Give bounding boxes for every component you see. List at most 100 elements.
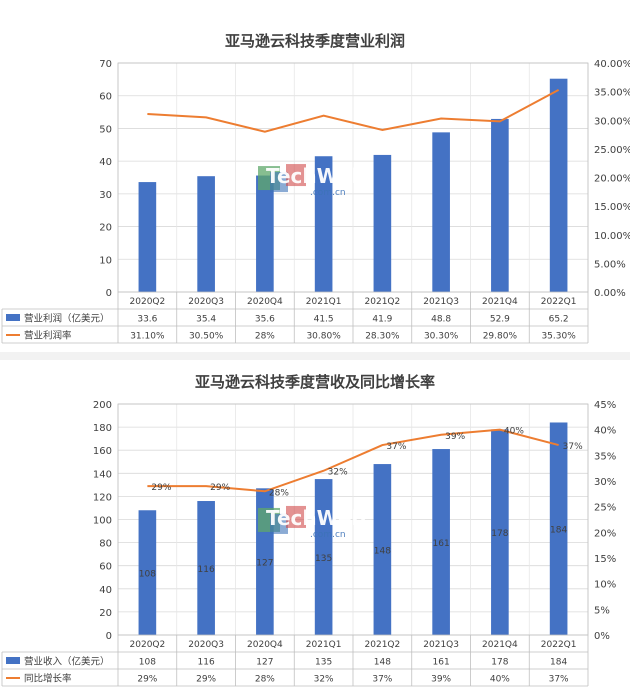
table-cell-value: 29%: [137, 675, 157, 685]
y2-tick-label: 0%: [594, 631, 610, 642]
x-category-label: 2020Q3: [188, 297, 224, 307]
y2-tick-label: 0.00%: [594, 288, 626, 299]
x-category-label: 2021Q3: [423, 640, 459, 650]
x-category-label: 2021Q3: [423, 297, 459, 307]
y2-tick-label: 30%: [594, 477, 616, 488]
watermark-brand: TechWeb: [266, 164, 366, 188]
y-tick-label: 100: [93, 516, 112, 527]
y-tick-label: 50: [99, 124, 112, 135]
y-tick-label: 0: [106, 631, 112, 642]
x-category-label: 2020Q4: [247, 640, 283, 650]
table-cell-value: 184: [550, 658, 567, 668]
table-cell-value: 108: [139, 658, 156, 668]
y-tick-label: 40: [99, 157, 112, 168]
y2-tick-label: 35.00%: [594, 88, 630, 99]
bar: [491, 118, 509, 292]
table-cell-value: 161: [433, 658, 450, 668]
chart-title: 亚马逊云科技季度营收及同比增长率: [195, 373, 435, 391]
table-cell-value: 30.80%: [306, 332, 341, 342]
y2-tick-label: 20%: [594, 528, 616, 539]
bar-value-label: 108: [139, 570, 156, 580]
y2-tick-label: 20.00%: [594, 174, 630, 185]
table-cell-value: 28%: [255, 332, 275, 342]
line-point-label: 39%: [445, 432, 465, 442]
bar-value-label: 161: [433, 539, 450, 549]
y-tick-label: 0: [106, 288, 112, 299]
watermark-domain: .com.cn: [310, 530, 346, 540]
y-tick-label: 10: [99, 255, 112, 266]
table-cell-value: 35.30%: [541, 332, 576, 342]
y-tick-label: 120: [93, 492, 112, 503]
x-category-label: 2021Q4: [482, 640, 518, 650]
table-cell-value: 135: [315, 658, 332, 668]
bar: [314, 156, 333, 292]
table-cell-value: 32%: [314, 675, 334, 685]
table-cell-value: 41.5: [314, 315, 334, 325]
table-cell-value: 48.8: [431, 315, 451, 325]
y-tick-label: 40: [99, 585, 112, 596]
y2-tick-label: 45%: [594, 400, 616, 411]
table-cell-value: 52.9: [490, 315, 510, 325]
bar: [373, 154, 392, 292]
table-cell-value: 35.6: [255, 315, 275, 325]
y-tick-label: 30: [99, 190, 112, 201]
table-cell-value: 41.9: [372, 315, 392, 325]
table-cell-value: 65.2: [549, 315, 569, 325]
line-point-label: 37%: [386, 442, 406, 452]
y-tick-label: 200: [93, 400, 112, 411]
x-category-label: 2020Q2: [130, 297, 166, 307]
y-tick-label: 160: [93, 446, 112, 457]
y2-tick-label: 15%: [594, 554, 616, 565]
watermark-domain: .com.cn: [310, 188, 346, 198]
bar: [138, 510, 157, 635]
table-cell-value: 148: [374, 658, 391, 668]
bar-value-label: 127: [256, 559, 273, 569]
line-point-label: 40%: [504, 427, 524, 437]
bar: [138, 182, 157, 292]
chart-title: 亚马逊云科技季度营业利润: [225, 32, 405, 50]
y-tick-label: 180: [93, 423, 112, 434]
bar-value-label: 148: [374, 547, 391, 557]
legend-series-name: 营业收入（亿美元）: [24, 656, 110, 668]
x-category-label: 2020Q2: [130, 640, 166, 650]
x-category-label: 2021Q1: [306, 640, 342, 650]
table-cell-value: 30.50%: [189, 332, 224, 342]
table-cell-value: 37%: [549, 675, 569, 685]
y-tick-label: 60: [99, 92, 112, 103]
x-category-label: 2020Q3: [188, 640, 224, 650]
y-tick-label: 20: [99, 223, 112, 234]
bar-value-label: 135: [315, 554, 332, 564]
y2-tick-label: 15.00%: [594, 202, 630, 213]
x-category-label: 2021Q1: [306, 297, 342, 307]
operating-profit-chart: 亚马逊云科技季度营业利润 0 10 20 30 40 50 60 70 0.00% 5.00% 10.…: [1, 32, 630, 344]
legend-series-name: 营业利润率: [24, 330, 72, 342]
bar: [549, 422, 568, 635]
x-category-label: 2020Q4: [247, 297, 283, 307]
y2-tick-label: 10%: [594, 580, 616, 591]
bar: [491, 429, 509, 635]
table-cell-value: 30.30%: [424, 332, 459, 342]
y-tick-label: 70: [99, 59, 112, 70]
y2-tick-label: 5.00%: [594, 259, 626, 270]
line-point-label: 32%: [328, 468, 348, 478]
legend-series-name: 同比增长率: [24, 673, 72, 685]
table-cell-value: 28.30%: [365, 332, 400, 342]
bar-value-label: 178: [491, 529, 508, 539]
y-tick-label: 140: [93, 469, 112, 480]
table-cell-value: 29%: [196, 675, 216, 685]
x-category-label: 2022Q1: [541, 297, 577, 307]
legend-swatch-bar: [6, 657, 20, 664]
y-tick-label: 20: [99, 608, 112, 619]
watermark-block-red: [286, 505, 306, 528]
bar: [373, 464, 392, 635]
table-cell-value: 31.10%: [130, 332, 165, 342]
y2-tick-label: 30.00%: [594, 116, 630, 127]
line-point-label: 29%: [151, 483, 171, 493]
watermark-block-red: [286, 164, 306, 187]
table-cell-value: 127: [256, 658, 273, 668]
line-series: [147, 428, 559, 493]
bar: [432, 449, 450, 635]
y2-tick-label: 35%: [594, 451, 616, 462]
bar-value-label: 116: [198, 565, 215, 575]
legend-swatch-bar: [6, 314, 20, 321]
